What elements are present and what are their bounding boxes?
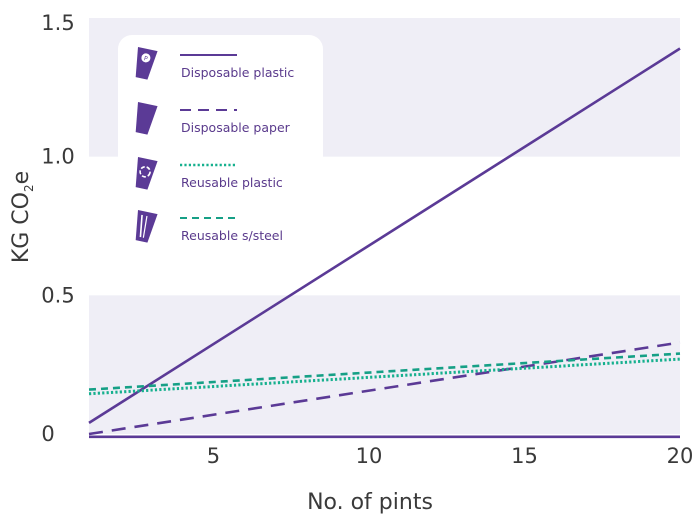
legend: P Disposable plastic Disposable paper Reusa… <box>135 47 294 243</box>
disposable-paper-cup-icon <box>135 102 158 135</box>
legend-label: Disposable paper <box>181 120 291 135</box>
legend-label: Disposable plastic <box>181 65 294 80</box>
x-axis-title: No. of pints <box>307 490 433 515</box>
series-line-1 <box>88 341 681 436</box>
svg-text:P: P <box>143 55 148 63</box>
series-line-2 <box>88 357 681 396</box>
legend-item: Reusable s/steel <box>135 210 283 243</box>
legend-label: Reusable s/steel <box>181 228 283 243</box>
y-tick-label: 1.5 <box>41 11 74 35</box>
legend-panel <box>118 35 323 250</box>
y-tick-label: 1.0 <box>41 145 74 169</box>
x-tick-label: 20 <box>667 444 694 468</box>
legend-background <box>118 35 323 250</box>
y-tick-label: 0 <box>41 422 54 446</box>
legend-item: Disposable paper <box>135 102 291 135</box>
x-tick-label: 5 <box>207 444 220 468</box>
y-axis-title-main: KG CO <box>9 192 34 263</box>
series-line-3 <box>88 352 681 391</box>
legend-item: P Disposable plastic <box>135 47 294 80</box>
y-axis-title-suffix: e <box>9 171 34 185</box>
axis-ticks: 5 10 15 20 0 0.5 1.0 1.5 <box>41 11 693 468</box>
x-tick-label: 15 <box>511 444 538 468</box>
disposable-plastic-cup-icon: P <box>135 47 158 80</box>
series-lines <box>88 47 681 439</box>
y-tick-label: 0.5 <box>41 283 74 307</box>
reusable-plastic-cup-icon <box>135 157 158 190</box>
y-axis-title-subscript: 2 <box>22 184 36 192</box>
legend-item: Reusable plastic <box>135 157 283 190</box>
x-tick-label: 10 <box>356 444 383 468</box>
svg-text:KG CO2e: KG CO2e <box>9 171 36 263</box>
reusable-steel-cup-icon <box>135 210 158 243</box>
series-line-0 <box>88 47 681 424</box>
legend-label: Reusable plastic <box>181 175 283 190</box>
y-axis-title: KG CO2e <box>9 171 36 263</box>
